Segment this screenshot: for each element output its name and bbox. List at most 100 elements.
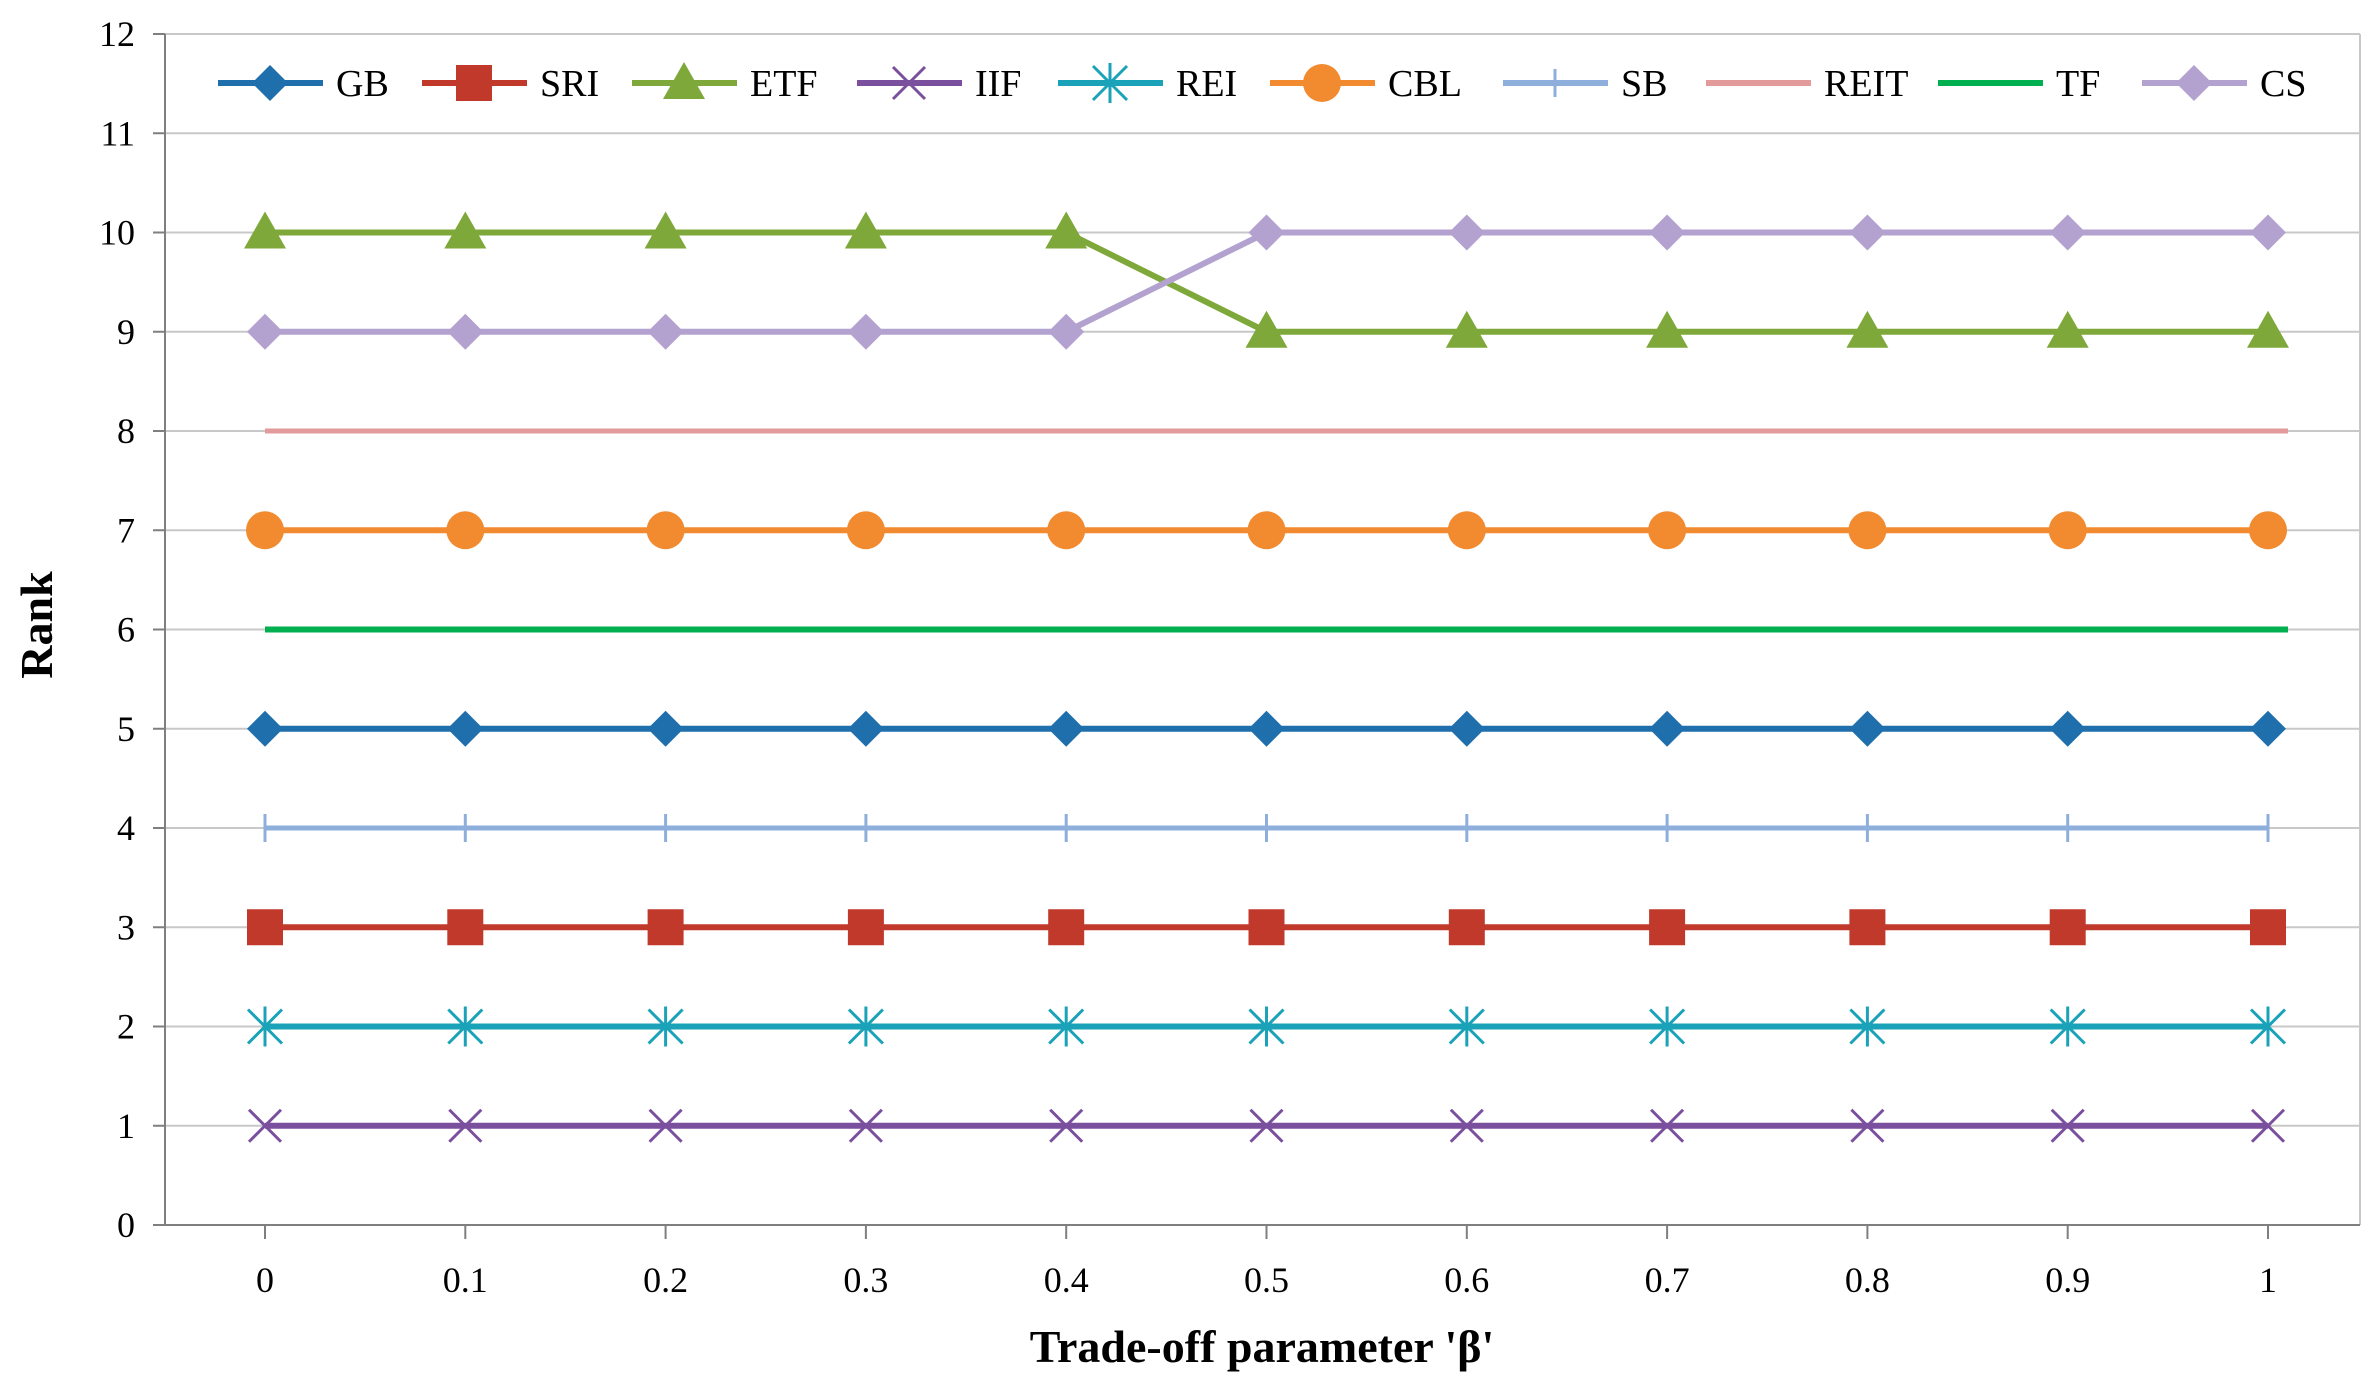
- x-tick-label: 0.4: [1044, 1260, 1089, 1300]
- data-point-gb: [1849, 710, 1886, 747]
- data-point-etf: [444, 211, 487, 249]
- x-tick-label: 0.8: [1845, 1260, 1890, 1300]
- data-point-rei: [1048, 1006, 1085, 1047]
- data-point-gb: [1448, 710, 1485, 747]
- legend-item-tf: TF: [1938, 63, 2100, 105]
- data-point-cs: [847, 313, 884, 350]
- legend-marker: [2176, 65, 2212, 101]
- y-tick-label: 9: [117, 312, 135, 352]
- data-point-etf: [644, 211, 687, 249]
- data-point-rei: [2249, 1006, 2287, 1047]
- data-point-gb: [847, 710, 884, 747]
- x-tick-label: 0: [256, 1260, 274, 1300]
- data-point-etf: [1245, 310, 1288, 348]
- data-point-iif: [848, 1108, 883, 1143]
- legend-item-gb: GB: [218, 63, 389, 105]
- legend-label: CBL: [1388, 63, 1462, 105]
- data-point-etf: [844, 211, 887, 249]
- data-point-cbl: [1447, 511, 1486, 550]
- legend-item-sri: SRI: [422, 63, 599, 105]
- legend-item-cs: CS: [2142, 63, 2306, 105]
- legend-item-sb: SB: [1503, 63, 1667, 105]
- data-point-etf: [244, 211, 286, 249]
- legend-item-etf: ETF: [632, 62, 818, 105]
- data-point-rei: [847, 1006, 884, 1047]
- x-tick-label: 1: [2259, 1260, 2277, 1300]
- y-tick-label: 8: [117, 411, 135, 451]
- data-point-etf: [2046, 310, 2089, 348]
- data-point-cs: [447, 313, 484, 350]
- legend-label: REI: [1176, 63, 1237, 105]
- data-point-etf: [1846, 310, 1889, 348]
- data-point-rei: [647, 1006, 684, 1047]
- legend-marker: [252, 65, 288, 101]
- y-tick-label: 1: [117, 1106, 135, 1146]
- legend-label: SRI: [540, 63, 599, 105]
- data-point-cbl: [246, 511, 284, 550]
- data-point-cbl: [2048, 511, 2087, 550]
- data-point-gb: [1649, 710, 1686, 747]
- series-gb: [247, 710, 2286, 747]
- legend-marker: [663, 62, 705, 99]
- legend-item-cbl: CBL: [1270, 63, 1462, 105]
- data-point-etf: [2247, 310, 2289, 348]
- series-lines: [244, 211, 2289, 1143]
- legend-label: CS: [2260, 63, 2306, 105]
- data-point-cbl: [1648, 511, 1687, 550]
- y-axis-title: Rank: [11, 571, 62, 679]
- data-point-rei: [1649, 1006, 1686, 1047]
- x-tick-label: 0.6: [1444, 1260, 1489, 1300]
- data-point-sri: [2250, 909, 2286, 946]
- data-point-etf: [1646, 310, 1689, 348]
- data-point-sri: [847, 909, 884, 946]
- x-axis-title: Trade-off parameter 'β': [1030, 1321, 1495, 1372]
- legend-label: IIF: [975, 63, 1021, 105]
- data-point-gb: [2250, 710, 2286, 747]
- data-point-cs: [1248, 214, 1285, 251]
- data-point-sri: [2049, 909, 2086, 946]
- data-point-etf: [1445, 310, 1488, 348]
- legend-item-reit: REIT: [1706, 63, 1908, 105]
- y-tick-label: 3: [117, 907, 135, 947]
- y-tick-label: 12: [99, 14, 135, 54]
- data-point-sri: [647, 909, 684, 946]
- data-point-cbl: [1047, 511, 1086, 550]
- data-point-gb: [2049, 710, 2086, 747]
- data-point-rei: [1849, 1006, 1886, 1047]
- legend: GB SRI ETF IIF REI CBL SB REIT TF CS: [218, 62, 2306, 105]
- y-tick-label: 4: [117, 808, 135, 848]
- data-point-iif: [247, 1108, 283, 1143]
- legend-item-rei: REI: [1058, 63, 1237, 105]
- data-point-iif: [2050, 1108, 2085, 1143]
- data-point-cbl: [646, 511, 685, 550]
- series-sri: [247, 909, 2286, 946]
- series-sb: [263, 814, 2270, 842]
- data-point-cs: [1649, 214, 1686, 251]
- legend-label: TF: [2056, 63, 2100, 105]
- legend-marker: [456, 65, 492, 101]
- data-point-sri: [1048, 909, 1085, 946]
- legend-item-iif: IIF: [857, 63, 1021, 105]
- data-point-rei: [246, 1006, 284, 1047]
- series-rei: [246, 1006, 2287, 1047]
- data-point-iif: [1650, 1108, 1685, 1143]
- data-point-sri: [1649, 909, 1686, 946]
- y-tick-label: 0: [117, 1205, 135, 1245]
- data-point-rei: [447, 1006, 484, 1047]
- data-point-iif: [1049, 1108, 1084, 1143]
- data-point-iif: [648, 1108, 683, 1143]
- data-point-cbl: [846, 511, 885, 550]
- legend-marker: [891, 65, 927, 101]
- data-point-sri: [1448, 909, 1485, 946]
- data-point-sri: [447, 909, 484, 946]
- x-tick-label: 0.9: [2045, 1260, 2090, 1300]
- x-tick-label: 0.5: [1244, 1260, 1289, 1300]
- y-tick-label: 7: [117, 510, 135, 550]
- data-point-cs: [2049, 214, 2086, 251]
- data-point-rei: [1248, 1006, 1285, 1047]
- data-point-iif: [2250, 1108, 2286, 1143]
- legend-label: GB: [336, 63, 389, 105]
- y-tick-label: 6: [117, 610, 135, 650]
